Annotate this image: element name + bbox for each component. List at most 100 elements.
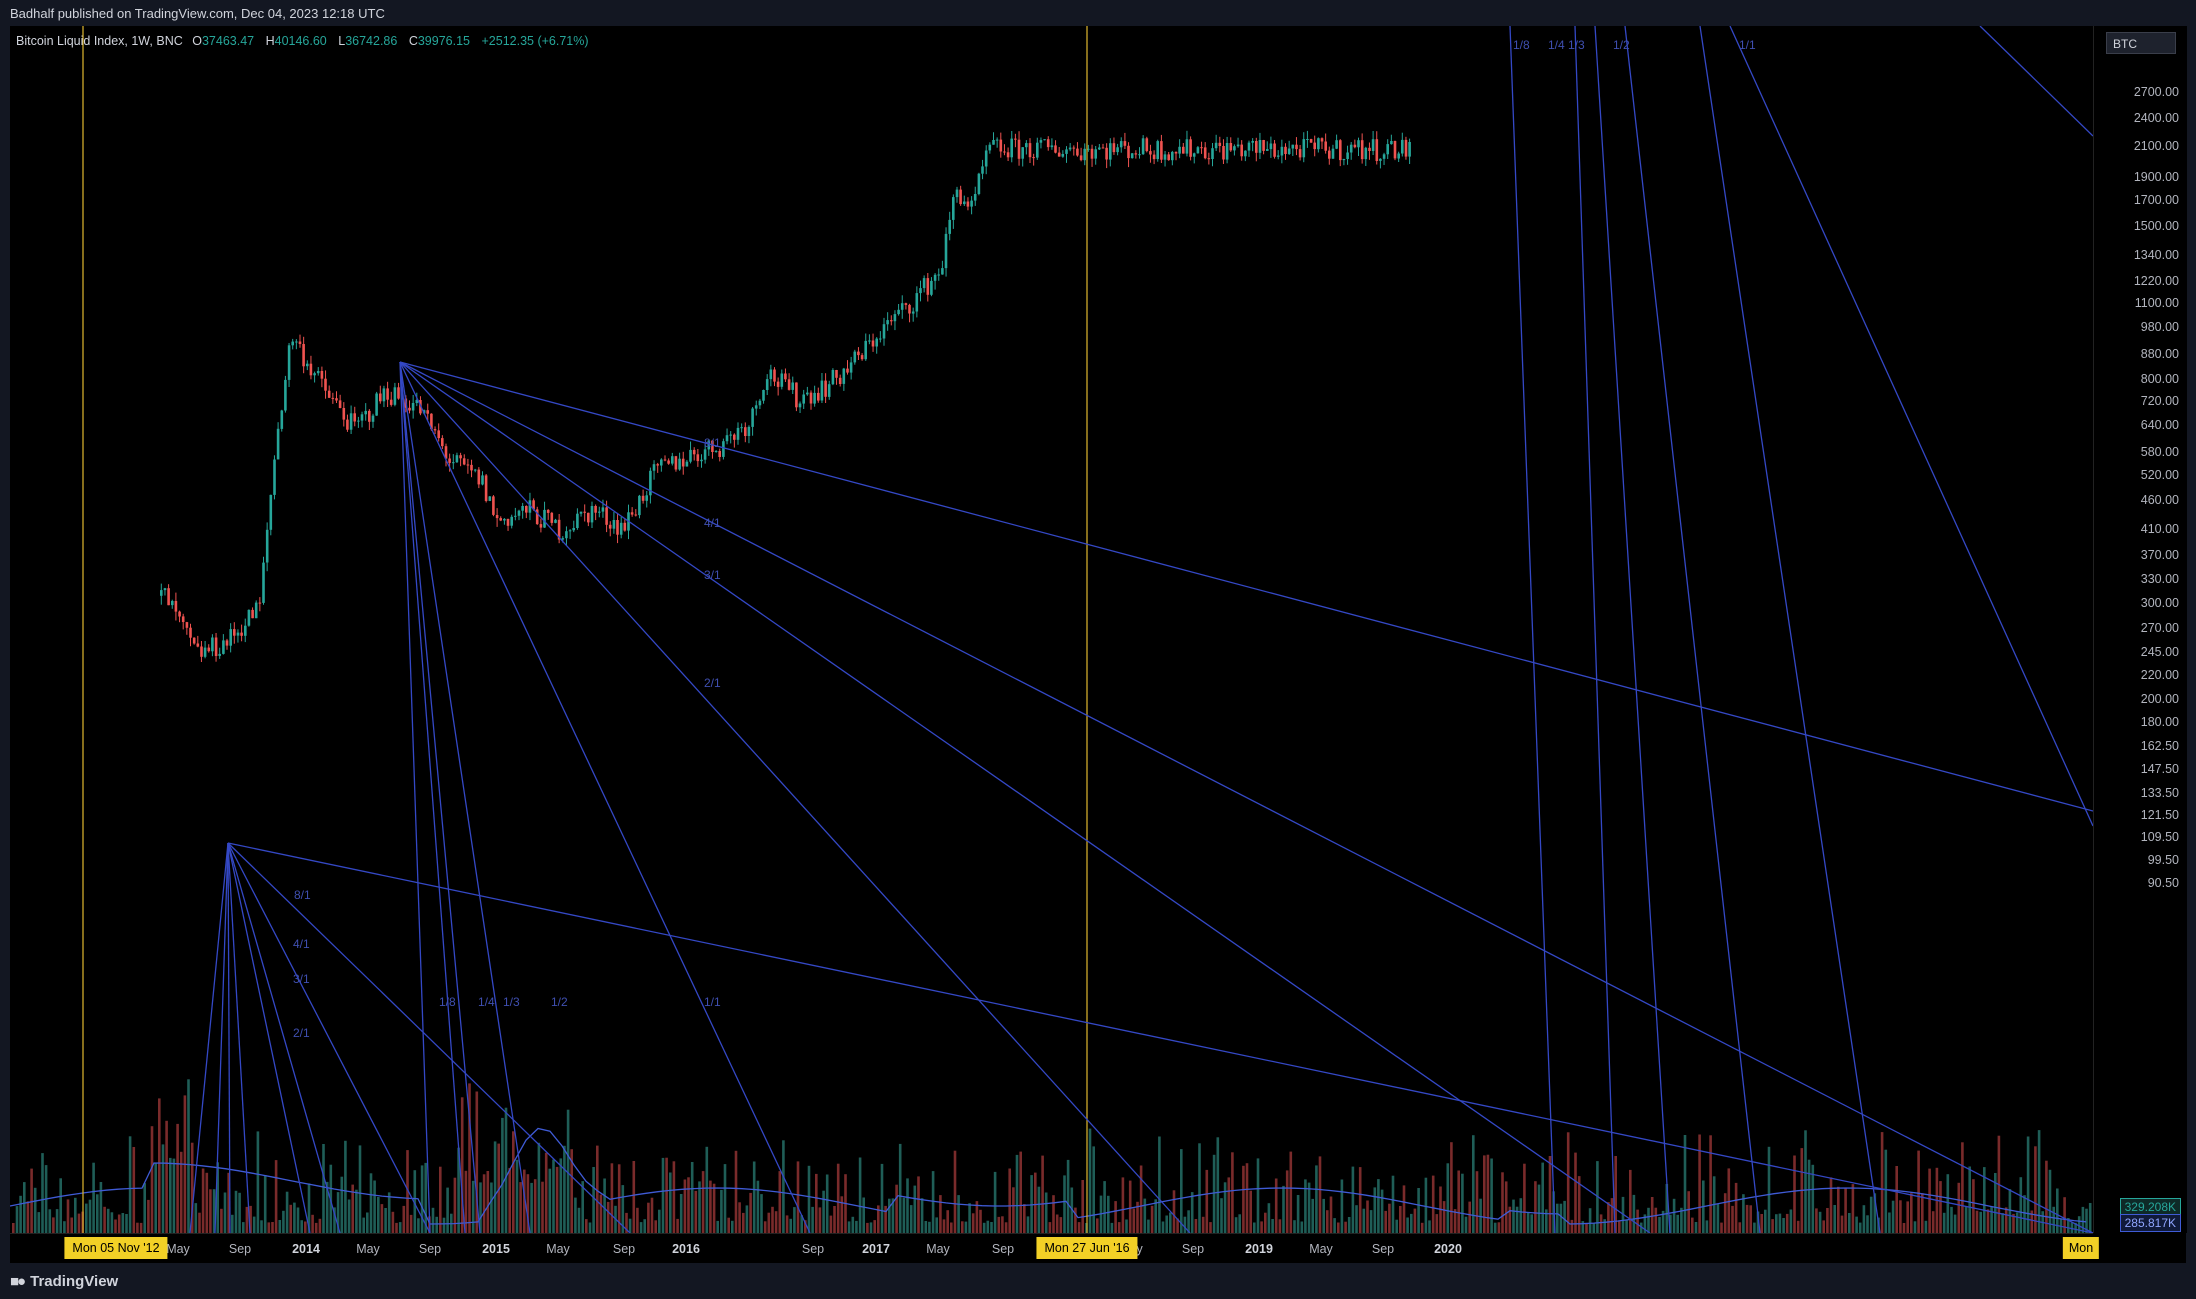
candle-body xyxy=(247,609,251,626)
candle-body xyxy=(1211,148,1214,159)
candle-body xyxy=(1003,151,1006,153)
candle-body xyxy=(1240,144,1243,157)
volume-bar xyxy=(1829,1177,1833,1233)
candle-body xyxy=(900,303,904,310)
candle-body xyxy=(408,407,411,411)
volume-bar xyxy=(1840,1215,1844,1233)
candle-body xyxy=(733,434,736,440)
volume-bar xyxy=(599,1194,603,1233)
price-tick: 460.00 xyxy=(2140,493,2179,507)
volume-bar xyxy=(873,1220,876,1233)
candle-body xyxy=(506,518,510,526)
candle-body xyxy=(890,320,893,322)
chart-frame[interactable]: Bitcoin Liquid Index, 1W, BNC O37463.47 … xyxy=(10,26,2187,1264)
candle-body xyxy=(871,340,875,347)
volume-bar xyxy=(625,1212,628,1233)
price-tick: 200.00 xyxy=(2140,692,2179,706)
volume-bar xyxy=(1074,1207,1077,1233)
volume-bar xyxy=(683,1179,687,1233)
price-axis[interactable]: BTC 329.208K 285.817K 2700.00 2400.00 2100… xyxy=(2093,26,2187,1233)
volume-bar xyxy=(585,1219,588,1233)
candle-body xyxy=(1360,140,1364,160)
candle-body xyxy=(181,616,185,622)
volume-bar xyxy=(1424,1177,1428,1233)
candle-body xyxy=(207,647,211,652)
candle-body xyxy=(495,515,499,519)
volume-bar xyxy=(1968,1166,1971,1233)
candle-body xyxy=(612,520,616,529)
volume-bar xyxy=(1972,1179,1975,1233)
volume-bar xyxy=(793,1207,796,1233)
plot-area[interactable]: Bitcoin Liquid Index, 1W, BNC O37463.47 … xyxy=(10,26,2093,1233)
price-tick: 410.00 xyxy=(2140,522,2179,536)
price-tick: 580.00 xyxy=(2140,445,2179,459)
candle-body xyxy=(291,341,294,346)
candle-body xyxy=(1229,143,1233,151)
volume-bar xyxy=(52,1217,55,1233)
gann-fan-line xyxy=(1729,26,2093,827)
candle-body xyxy=(510,516,513,526)
volume-bar xyxy=(99,1182,103,1233)
volume-bar xyxy=(1541,1162,1544,1233)
candle-body xyxy=(393,387,397,405)
legend-open-key: O xyxy=(192,34,202,48)
volume-bar xyxy=(1121,1177,1125,1233)
volume-bar xyxy=(446,1187,449,1233)
candle-body xyxy=(233,629,236,636)
time-axis[interactable]: 2020SepMay2019SepMay2018SepMay2017Sep201… xyxy=(10,1233,2100,1264)
volume-bar xyxy=(1848,1213,1851,1233)
series-legend: Bitcoin Liquid Index, 1W, BNC O37463.47 … xyxy=(16,34,597,48)
candle-body xyxy=(623,522,627,531)
volume-bar xyxy=(1515,1206,1519,1233)
candle-body xyxy=(327,390,331,398)
volume-bar xyxy=(1691,1217,1694,1233)
candle-body xyxy=(517,510,521,516)
candle-body xyxy=(313,373,316,376)
volume-bar xyxy=(1337,1222,1340,1233)
volume-bar xyxy=(690,1162,694,1233)
volume-bar xyxy=(1293,1220,1296,1233)
volume-bar xyxy=(231,1214,234,1233)
volume-bar xyxy=(1183,1216,1187,1233)
candle-body xyxy=(550,512,554,523)
candle-body xyxy=(189,627,192,638)
volume-bar xyxy=(2070,1222,2074,1233)
volume-bar xyxy=(1172,1190,1176,1233)
candle-body xyxy=(930,280,933,295)
volume-bar xyxy=(1201,1216,1205,1233)
volume-bar xyxy=(1139,1165,1143,1233)
candle-body xyxy=(649,470,652,496)
volume-bar xyxy=(369,1173,373,1233)
volume-bar xyxy=(395,1222,398,1233)
candle-body xyxy=(751,408,754,427)
volume-bar xyxy=(1811,1164,1815,1233)
volume-bar xyxy=(1577,1176,1581,1233)
candle-body xyxy=(484,475,488,501)
candle-body xyxy=(1167,154,1170,161)
candle-body xyxy=(1200,147,1203,149)
candle-body xyxy=(795,382,798,408)
volume-bar xyxy=(242,1222,245,1233)
legend-close-value: 39976.15 xyxy=(417,34,470,48)
price-chart[interactable] xyxy=(10,26,2093,1233)
volume-bar xyxy=(497,1143,500,1233)
volume-bar xyxy=(2052,1206,2055,1233)
volume-bar xyxy=(377,1197,380,1233)
candle-body xyxy=(1130,153,1134,159)
volume-bar xyxy=(924,1221,928,1233)
volume-bar xyxy=(460,1097,464,1233)
volume-bar xyxy=(147,1199,150,1233)
volume-bar xyxy=(1399,1206,1402,1233)
volume-bar xyxy=(293,1202,296,1233)
candle-body xyxy=(970,200,973,207)
symbol-tag[interactable]: BTC xyxy=(2106,32,2176,54)
candle-body xyxy=(853,351,857,363)
candle-body xyxy=(681,458,685,467)
tradingview-logo[interactable]: ■● TradingView xyxy=(10,1273,118,1290)
fan-ratio-label: 2/1 xyxy=(293,1026,310,1040)
candle-body xyxy=(941,268,944,275)
candle-body xyxy=(1017,139,1021,159)
time-tick: Sep xyxy=(801,1242,825,1256)
candle-body xyxy=(685,461,689,467)
volume-bar xyxy=(216,1162,219,1233)
